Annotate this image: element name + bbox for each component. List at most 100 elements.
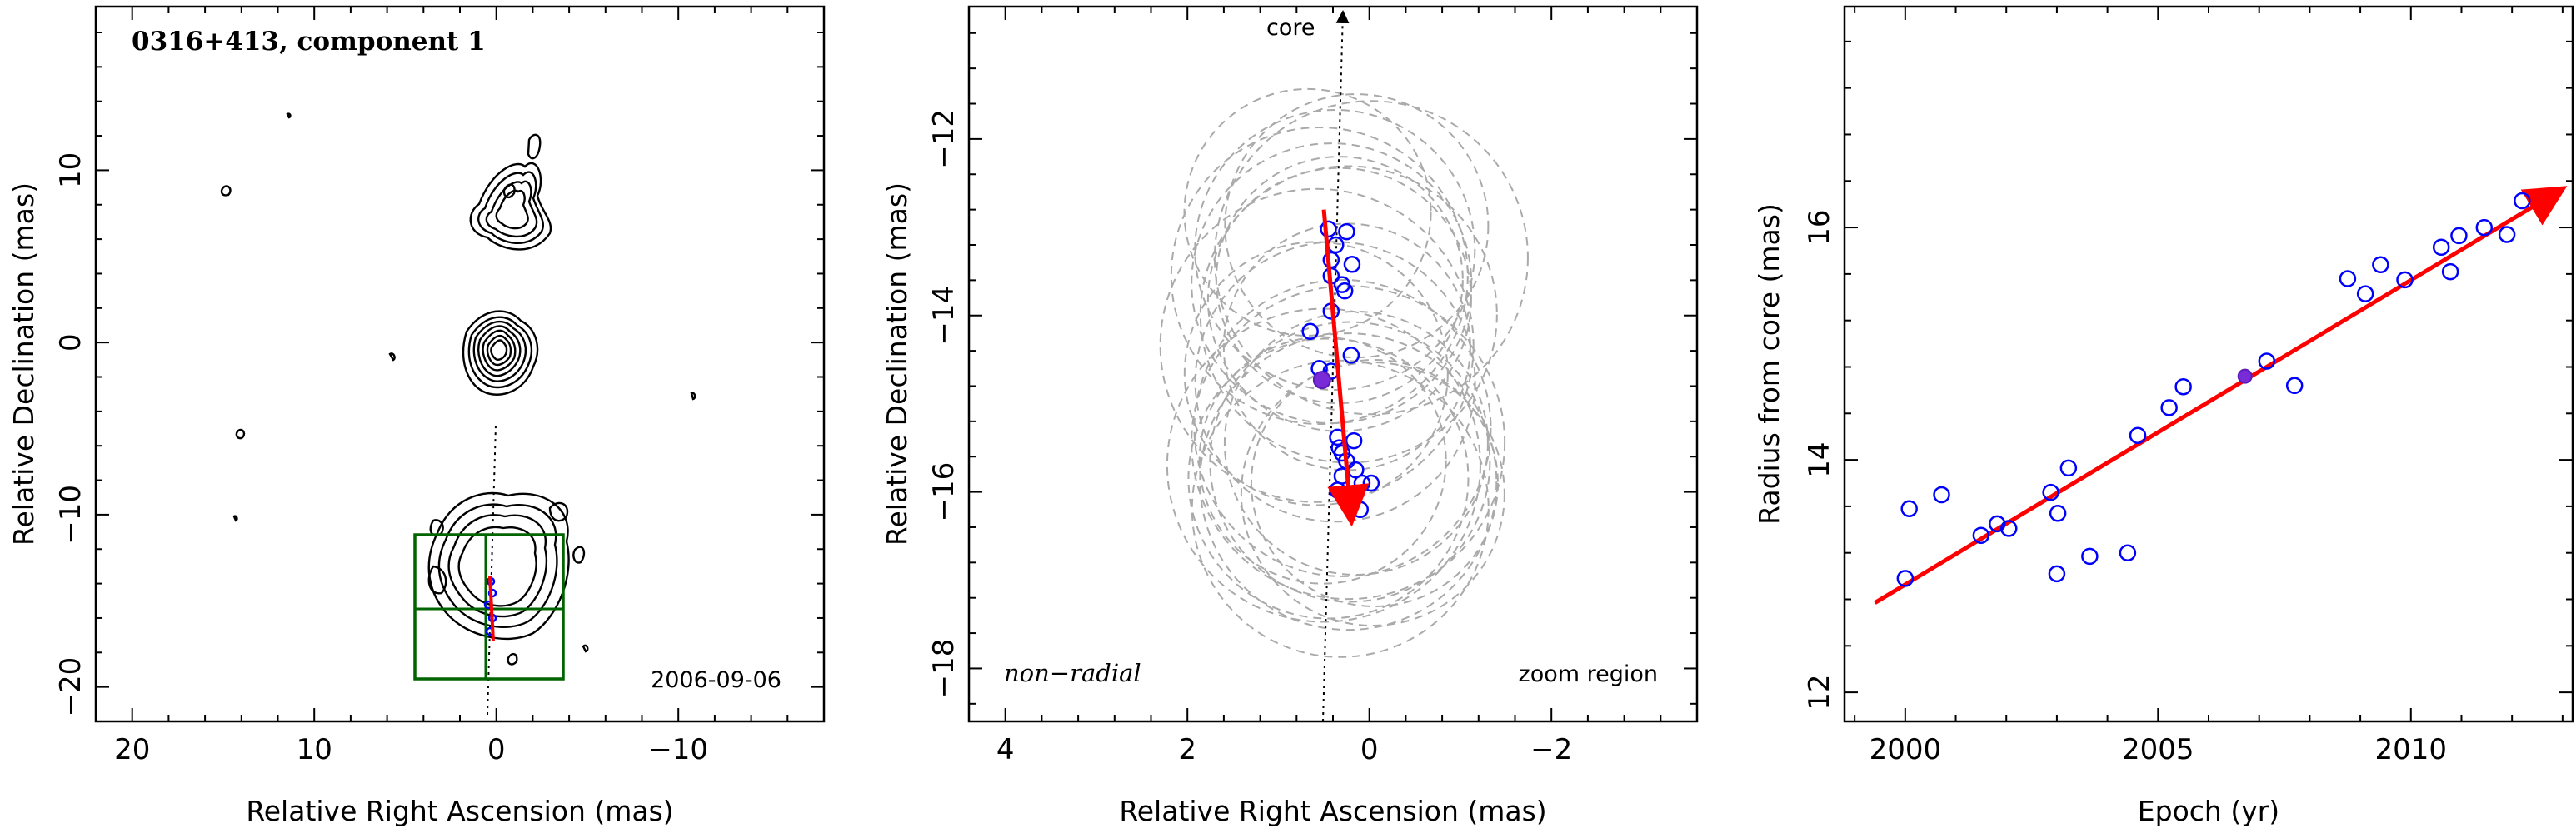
data-point	[2048, 565, 2066, 583]
y-tick-label: 0	[54, 333, 87, 352]
x-tick-label: 10	[297, 733, 332, 766]
p1-core-guide	[487, 424, 497, 716]
error-circle	[1250, 359, 1499, 607]
p3-frame	[1843, 5, 2574, 723]
y-tick-label: 16	[1803, 209, 1836, 245]
p2-nonradial-label: non−radial	[1004, 659, 1141, 687]
p2-core-label: core	[1266, 15, 1315, 41]
x-tick-label: 4	[996, 733, 1015, 766]
data-point	[1329, 481, 1346, 499]
data-point	[2432, 238, 2450, 257]
error-circle	[1223, 310, 1489, 576]
error-circle	[1183, 87, 1432, 337]
error-circle	[1187, 337, 1470, 620]
p3-ticks: 2000 2005 2010 12 14 16	[1803, 7, 2573, 766]
data-point	[1972, 526, 1990, 545]
p1-zoom-box	[413, 533, 565, 681]
p2-ticks: 4 2 0 −2 −12 −14 −16 −18	[927, 7, 1698, 766]
p1-title: 0316+413, component 1	[132, 27, 486, 57]
y-tick-label: −20	[54, 657, 87, 717]
data-point	[1320, 220, 1337, 238]
y-tick-label: −12	[927, 109, 961, 169]
error-circle	[1213, 100, 1529, 416]
error-circle	[1224, 93, 1490, 359]
error-circle	[1159, 187, 1475, 503]
data-point	[1338, 222, 1355, 241]
y-tick-label: −10	[54, 485, 87, 545]
data-point	[1989, 515, 2006, 533]
error-circle	[1199, 165, 1498, 464]
data-point	[1933, 486, 1950, 504]
error-circle	[1191, 359, 1490, 658]
error-circle	[1215, 156, 1464, 405]
p1-ylabel: Relative Declination (mas)	[7, 182, 40, 546]
data-point	[2000, 520, 2018, 537]
error-circle	[1199, 332, 1498, 631]
p2-ylabel: Relative Declination (mas)	[881, 182, 913, 546]
data-point	[1342, 347, 1360, 364]
highlight-point	[2237, 368, 2253, 384]
p1-ticks: 20 10 0 −10 10 0 −10 −20	[54, 7, 825, 766]
data-point	[2396, 271, 2414, 289]
y-tick-label: −18	[927, 639, 961, 699]
data-point	[2119, 544, 2137, 561]
error-circle	[1183, 241, 1449, 506]
data-point	[2441, 262, 2459, 281]
x-tick-label: 0	[1360, 733, 1379, 766]
x-tick-label: −2	[1530, 733, 1572, 766]
y-tick-label: −14	[927, 286, 961, 346]
error-circle	[1240, 362, 1505, 626]
error-circle	[1209, 321, 1491, 603]
data-point	[1896, 570, 1915, 587]
x-tick-label: 2010	[2375, 733, 2448, 766]
data-point	[2498, 226, 2516, 243]
p3-ylabel: Radius from core (mas)	[1753, 203, 1785, 525]
error-circle	[1193, 278, 1492, 577]
p1-contours	[220, 112, 696, 666]
p1-annotation: 2006-09-06	[651, 667, 781, 693]
y-tick-label: −16	[927, 462, 961, 522]
y-tick-label: 12	[1803, 674, 1836, 710]
data-point	[2160, 399, 2178, 416]
data-point	[2059, 459, 2078, 477]
p2-xlabel: Relative Right Ascension (mas)	[1119, 795, 1546, 827]
highlight-point	[1312, 371, 1331, 390]
x-tick-label: 2005	[2122, 733, 2194, 766]
p3-points	[1896, 192, 2531, 587]
error-circle	[1170, 127, 1469, 426]
data-point	[2049, 505, 2067, 522]
p1-arrow	[488, 576, 495, 642]
data-point	[2129, 426, 2147, 445]
data-point	[1335, 282, 1354, 300]
data-point	[1351, 501, 1370, 519]
data-point	[2258, 352, 2276, 370]
data-point	[2450, 227, 2468, 245]
y-tick-label: 10	[54, 152, 87, 188]
data-point	[2339, 270, 2357, 287]
data-point	[2372, 256, 2389, 273]
x-tick-label: 0	[487, 733, 506, 766]
data-point	[1900, 500, 1918, 517]
data-point	[2081, 547, 2099, 566]
p2-motion-arrow	[1321, 209, 1370, 527]
y-tick-label: 14	[1803, 441, 1836, 477]
x-tick-label: −10	[648, 733, 708, 766]
p2-points	[1301, 220, 1380, 519]
panel-3: 2000 2005 2010 12 14 16 Epoch (yr) Radius fro…	[1753, 5, 2574, 827]
error-circle	[1191, 142, 1473, 425]
p2-core-line	[1322, 10, 1350, 722]
data-point	[2042, 483, 2059, 501]
error-circle	[1191, 285, 1506, 601]
data-point	[2174, 377, 2192, 396]
p1-xlabel: Relative Right Ascension (mas)	[246, 795, 673, 827]
data-point	[2514, 192, 2531, 210]
x-tick-label: 20	[114, 733, 150, 766]
data-point	[2285, 377, 2304, 395]
x-tick-label: 2000	[1870, 733, 1942, 766]
data-point	[1345, 431, 1363, 450]
data-point	[1301, 322, 1319, 341]
data-point	[2356, 285, 2374, 302]
p3-xlabel: Epoch (yr)	[2138, 795, 2279, 827]
p2-zoom-label: zoom region	[1519, 661, 1658, 687]
